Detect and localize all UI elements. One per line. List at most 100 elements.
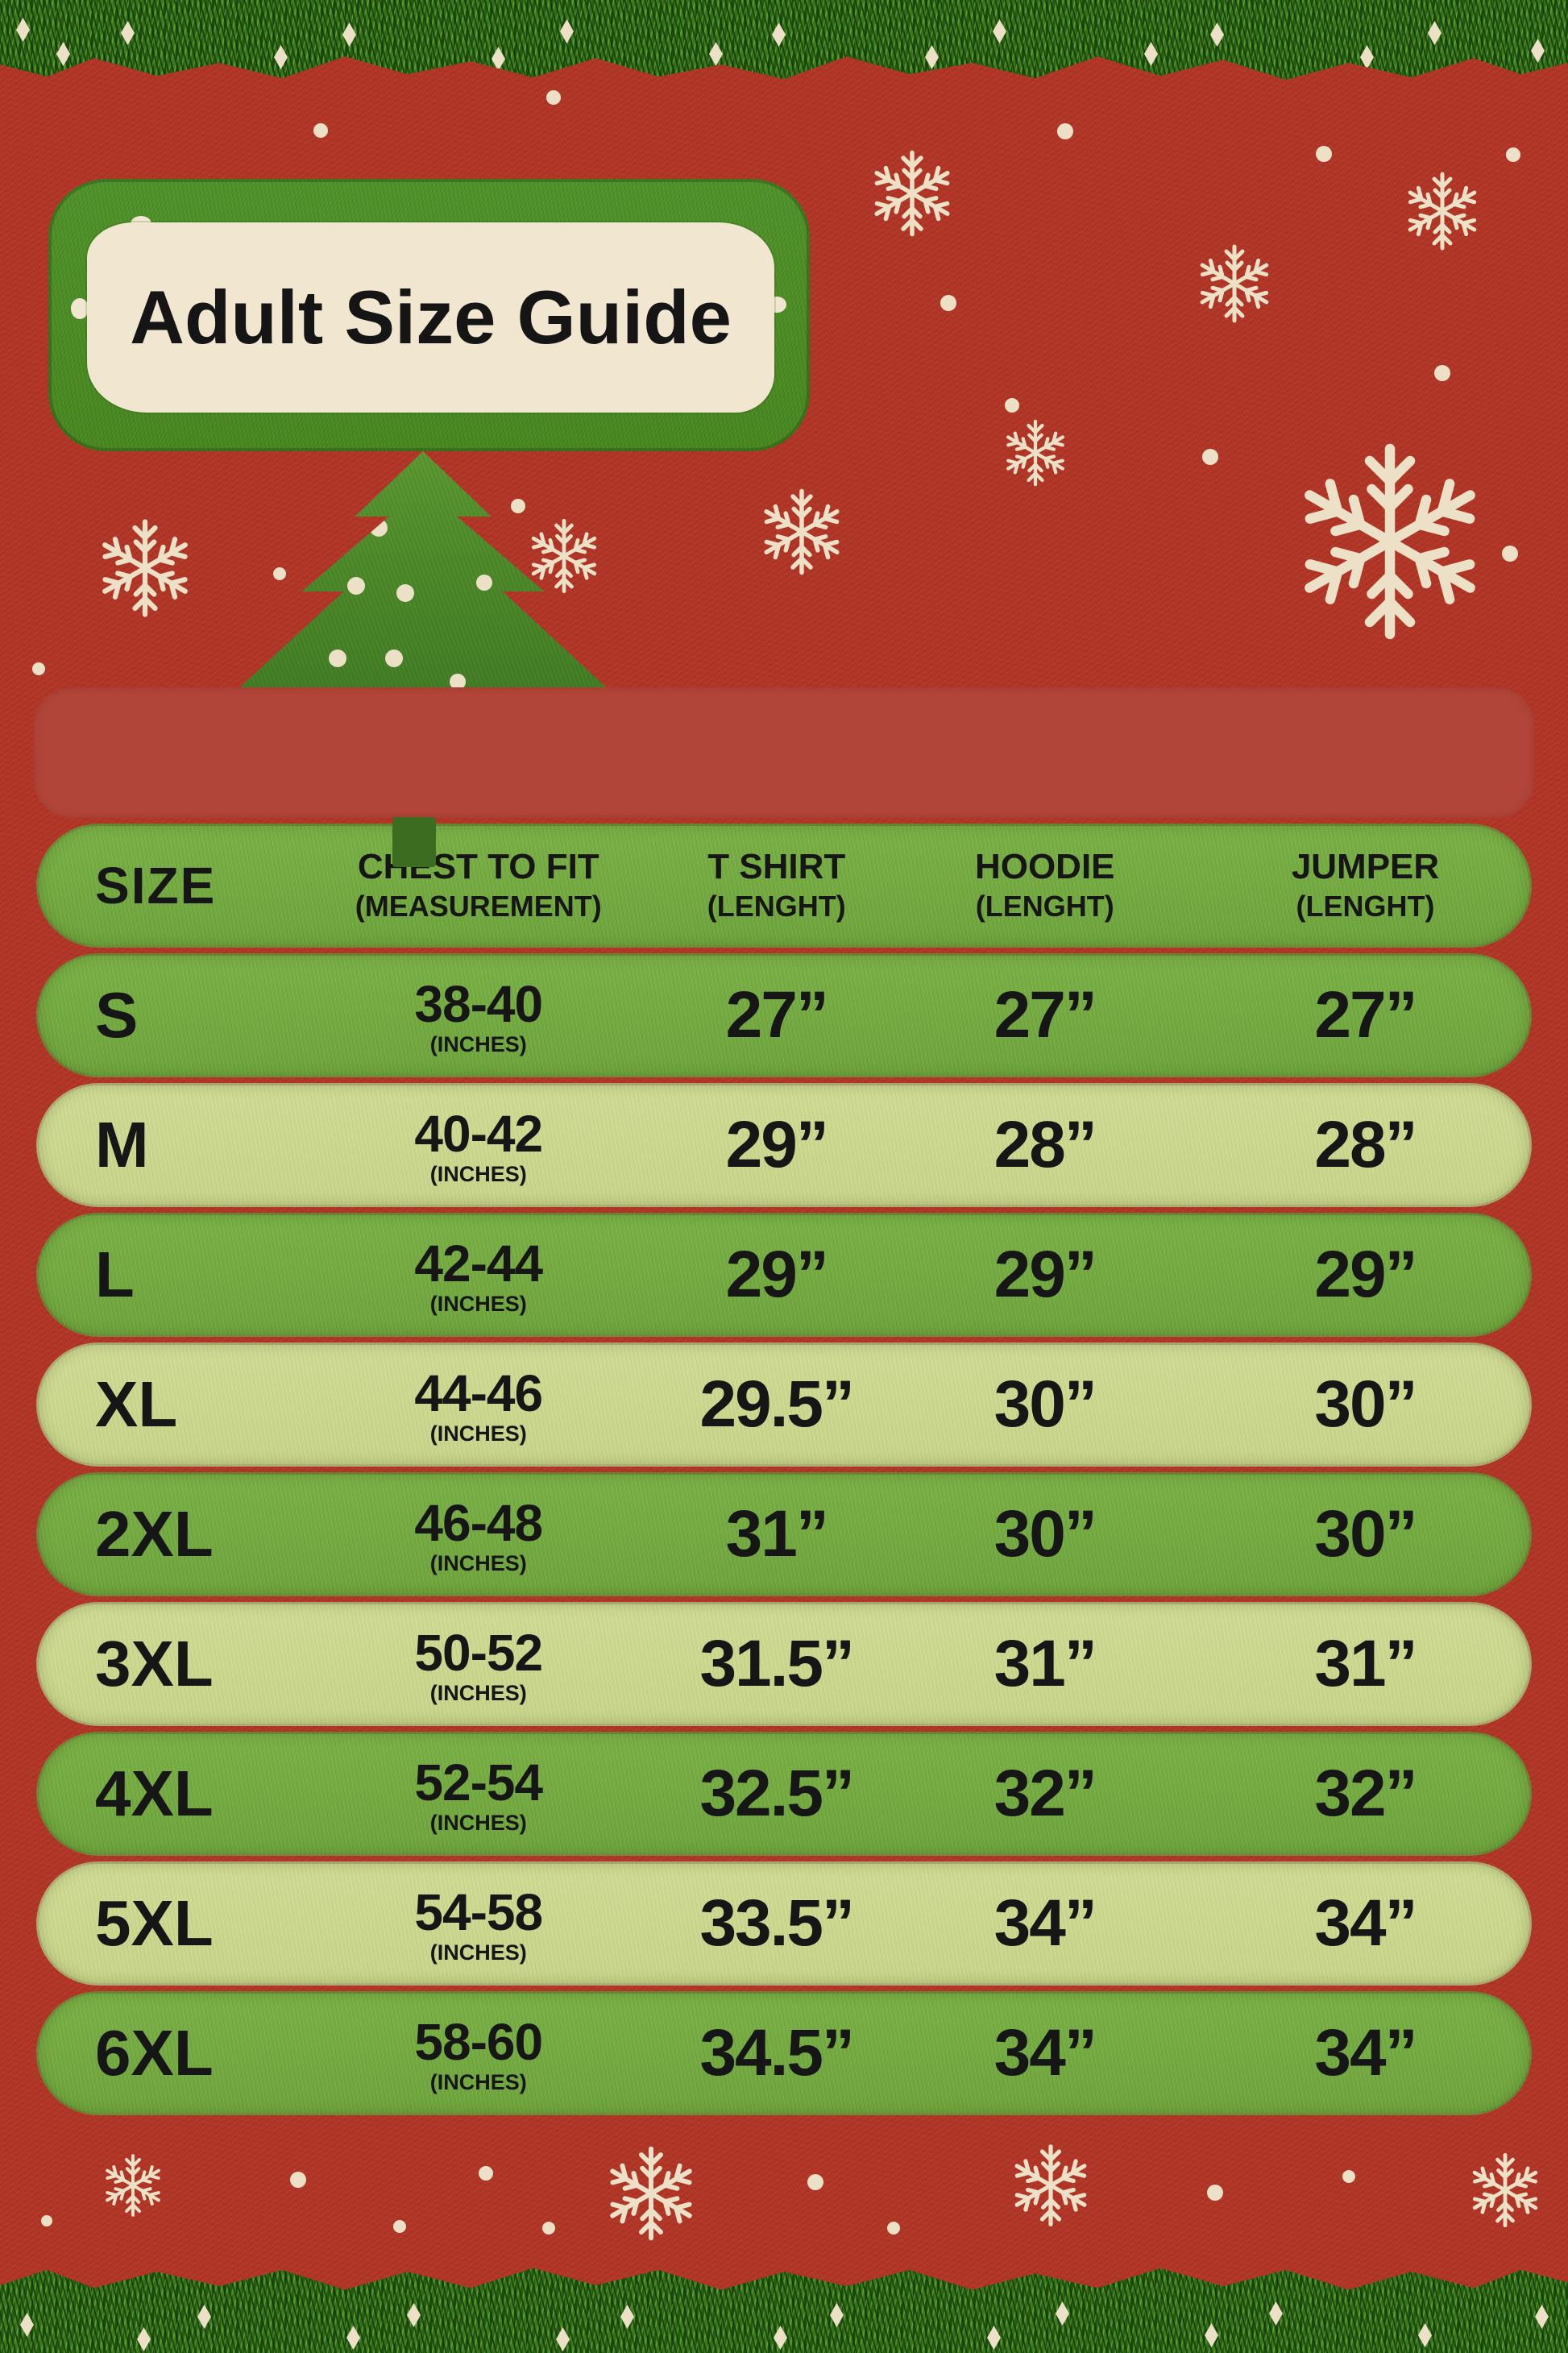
light-diamond-icon (492, 47, 505, 71)
light-diamond-icon (620, 2305, 634, 2329)
christmas-tree (234, 451, 612, 693)
pine-garland-bottom (0, 2268, 1568, 2353)
cell-hoodie: 32” (993, 1757, 1097, 1830)
snowflake-icon (757, 488, 846, 576)
cell-size: 5XL (95, 1887, 214, 1959)
cell-chest: 38-40 (INCHES) (414, 974, 543, 1056)
cell-chest: 54-58 (INCHES) (414, 1882, 543, 1965)
size-row-2xl: 2XL 46-48 (INCHES) 31” 30” 30” (36, 1472, 1532, 1596)
size-row-3xl: 3XL 50-52 (INCHES) 31.5” 31” 31” (36, 1602, 1532, 1726)
light-diamond-icon (772, 23, 786, 47)
unit-label: (INCHES) (429, 1031, 527, 1056)
tree-trunk (392, 817, 436, 867)
light-diamond-icon (1269, 2301, 1283, 2326)
cell-tshirt: 32.5” (699, 1757, 855, 1830)
unit-label: (INCHES) (429, 1810, 527, 1835)
light-diamond-icon (1428, 21, 1441, 45)
light-diamond-icon (1056, 2301, 1069, 2326)
cell-tshirt: 34.5” (699, 2016, 855, 2089)
cell-jumper: 34” (1314, 1886, 1417, 1960)
light-diamond-icon (16, 18, 30, 42)
cell-jumper: 30” (1314, 1497, 1417, 1571)
snowflake-icon (1289, 441, 1491, 642)
cell-hoodie: 34” (993, 2016, 1097, 2089)
light-diamond-icon (56, 42, 70, 66)
tree-ornament-dot (385, 649, 403, 667)
title-badge-inner: Adult Size Guide (87, 222, 774, 413)
column-subheader-tshirt: (LENGHT) (707, 889, 846, 923)
column-header-size: SIZE (95, 857, 217, 915)
cell-hoodie: 30” (993, 1497, 1097, 1571)
cell-chest: 42-44 (INCHES) (414, 1234, 543, 1316)
tree-ornament-dot (449, 674, 466, 690)
header-cell-hoodie: HOODIE (LENGHT) (889, 848, 1202, 923)
snow-dot (1502, 546, 1518, 562)
light-diamond-icon (556, 2327, 570, 2351)
size-row-l: L 42-44 (INCHES) 29” 29” 29” (36, 1213, 1532, 1337)
snow-dot (1316, 146, 1332, 162)
size-row-5xl: 5XL 54-58 (INCHES) 33.5” 34” 34” (36, 1861, 1532, 1986)
light-diamond-icon (1360, 45, 1374, 69)
cell-hoodie: 27” (993, 978, 1097, 1052)
cell-size: M (95, 1109, 149, 1181)
cell-size: 3XL (95, 1628, 214, 1699)
cell-hoodie: 31” (993, 1627, 1097, 1700)
tree-ornament-dot (328, 649, 346, 667)
snow-dot (1005, 398, 1019, 413)
column-subheader-hoodie: (LENGHT) (975, 889, 1114, 923)
cell-tshirt: 33.5” (699, 1886, 855, 1960)
light-diamond-icon (20, 2313, 34, 2337)
light-diamond-icon (346, 2326, 360, 2350)
light-diamond-icon (925, 45, 939, 69)
light-diamond-icon (137, 2327, 151, 2351)
light-diamond-icon (1531, 39, 1545, 63)
header-cell-jumper: JUMPER (LENGHT) (1201, 848, 1529, 923)
cell-jumper: 32” (1314, 1757, 1417, 1830)
snowflake-icon (95, 518, 196, 619)
cell-tshirt: 29.5” (699, 1367, 855, 1441)
light-diamond-icon (1535, 2305, 1549, 2329)
cell-jumper: 27” (1314, 978, 1417, 1052)
tree-ornament-dot (347, 577, 365, 595)
light-diamond-icon (1205, 2323, 1218, 2347)
cell-chest: 44-46 (INCHES) (414, 1363, 543, 1446)
cell-hoodie: 30” (993, 1367, 1097, 1441)
light-diamond-icon (1418, 2323, 1432, 2347)
cell-size: S (95, 979, 139, 1051)
snow-dot (1342, 2170, 1355, 2183)
snowflake-icon (526, 518, 603, 595)
snow-dot (41, 2215, 52, 2226)
light-diamond-icon (709, 42, 723, 66)
header-cell-chest: CHEST TO FIT (MEASUREMENT) (292, 848, 666, 923)
snow-dot (1207, 2185, 1223, 2201)
column-header-jumper: JUMPER (1291, 847, 1440, 887)
title-badge: Adult Size Guide (48, 179, 810, 451)
header-cell-size: SIZE (39, 856, 292, 915)
size-row-s: S 38-40 (INCHES) 27” 27” 27” (36, 953, 1532, 1077)
size-row-xl: XL 44-46 (INCHES) 29.5” 30” 30” (36, 1342, 1532, 1467)
cell-jumper: 31” (1314, 1627, 1417, 1700)
column-subheader-chest: (MEASUREMENT) (355, 889, 602, 923)
cell-tshirt: 31” (725, 1497, 829, 1571)
cell-hoodie: 28” (993, 1108, 1097, 1181)
size-row-4xl: 4XL 52-54 (INCHES) 32.5” 32” 32” (36, 1732, 1532, 1856)
snow-dot (393, 2220, 406, 2233)
light-diamond-icon (1210, 23, 1224, 47)
light-diamond-icon (197, 2305, 211, 2329)
page-title: Adult Size Guide (130, 275, 732, 359)
unit-label: (INCHES) (429, 1291, 527, 1316)
snow-dot (273, 567, 286, 580)
column-header-tshirt: T SHIRT (707, 847, 846, 887)
snow-dot (546, 90, 561, 105)
cell-tshirt: 31.5” (699, 1627, 855, 1700)
cell-chest: 58-60 (INCHES) (414, 2012, 543, 2094)
cell-size: 2XL (95, 1498, 214, 1570)
size-row-6xl: 6XL 58-60 (INCHES) 34.5” 34” 34” (36, 1991, 1532, 2115)
cell-size: 6XL (95, 2017, 214, 2089)
snowflake-icon (603, 2145, 699, 2242)
cell-chest: 50-52 (INCHES) (414, 1623, 543, 1705)
size-guide-table: SIZE CHEST TO FIT (MEASUREMENT) T SHIRT … (36, 824, 1532, 2115)
snowflake-icon (1002, 419, 1070, 488)
snowflake-icon (1194, 243, 1275, 324)
size-row-m: M 40-42 (INCHES) 29” 28” 28” (36, 1083, 1532, 1207)
